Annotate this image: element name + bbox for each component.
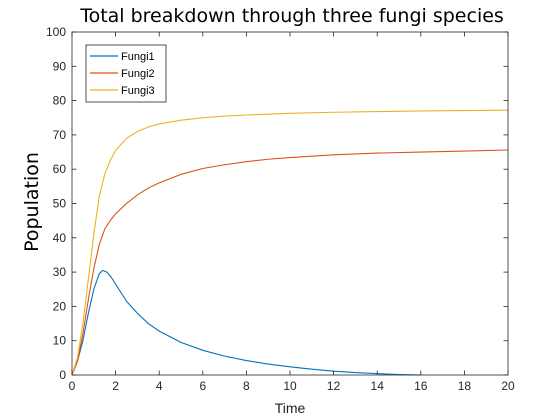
x-tick-label: 4 — [156, 379, 163, 393]
x-tick-label: 10 — [283, 379, 297, 393]
x-tick-label: 20 — [501, 379, 515, 393]
x-axis-label: Time — [275, 400, 306, 416]
y-tick-label: 90 — [53, 59, 67, 73]
legend-label-fungi2: Fungi2 — [121, 68, 155, 80]
legend-label-fungi3: Fungi3 — [121, 85, 155, 97]
legend: Fungi1 Fungi2 Fungi3 — [86, 45, 166, 102]
y-tick-label: 100 — [46, 25, 66, 39]
y-tick-label: 50 — [53, 197, 67, 211]
x-tick-label: 2 — [112, 379, 119, 393]
x-tick-label: 0 — [69, 379, 76, 393]
y-tick-label: 80 — [53, 94, 67, 108]
y-axis-label: Population — [21, 152, 43, 252]
y-tick-label: 0 — [59, 368, 66, 382]
x-tick-label: 12 — [327, 379, 341, 393]
x-tick-label: 14 — [371, 379, 385, 393]
y-tick-label: 60 — [53, 162, 67, 176]
y-tick-label: 70 — [53, 128, 67, 142]
y-tick-label: 10 — [53, 334, 67, 348]
x-tick-label: 6 — [199, 379, 206, 393]
legend-label-fungi1: Fungi1 — [121, 51, 155, 63]
y-tick-label: 40 — [53, 231, 67, 245]
x-tick-label: 16 — [414, 379, 428, 393]
chart-title: Total breakdown through three fungi spec… — [79, 5, 504, 27]
y-tick-label: 20 — [53, 299, 67, 313]
x-tick-label: 8 — [243, 379, 250, 393]
y-tick-label: 30 — [53, 265, 67, 279]
x-tick-label: 18 — [458, 379, 472, 393]
